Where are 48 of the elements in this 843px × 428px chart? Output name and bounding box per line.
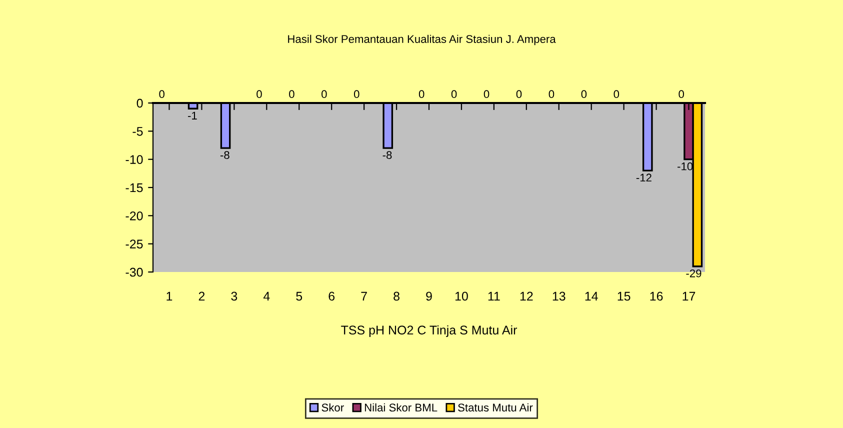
data-label: 0 xyxy=(354,90,360,98)
x-tick-label: 12 xyxy=(520,292,533,301)
x-tick-label: 3 xyxy=(231,292,238,301)
y-tick-label: -30 xyxy=(126,268,143,277)
data-label: 0 xyxy=(548,90,554,98)
legend-label: Nilai Skor BML xyxy=(364,403,438,412)
legend-label: Skor xyxy=(322,403,344,412)
data-label: -8 xyxy=(382,151,392,160)
data-label: 0 xyxy=(516,90,522,98)
y-tick-label: -10 xyxy=(126,155,143,164)
data-label: -29 xyxy=(686,269,702,278)
x-tick-label: 13 xyxy=(552,292,566,301)
x-tick-label: 17 xyxy=(682,292,696,301)
chart-title: Hasil Skor Pemantauan Kualitas Air Stasiun J. Ampera xyxy=(288,34,556,46)
data-label: -10 xyxy=(678,162,693,170)
data-label: -12 xyxy=(636,174,652,182)
x-tick-label: 10 xyxy=(455,292,468,301)
y-tick-label: -15 xyxy=(126,183,143,192)
y-tick-label: -25 xyxy=(126,240,143,248)
y-tick-label: 0 xyxy=(136,98,143,108)
legend-label: Status Mutu Air xyxy=(458,403,533,412)
data-label: 0 xyxy=(289,90,294,98)
x-tick-label: 4 xyxy=(263,292,270,301)
x-tick-label: 11 xyxy=(488,292,500,301)
x-tick-label: 9 xyxy=(426,292,432,301)
data-label: 0 xyxy=(484,90,490,98)
x-tick-label: 6 xyxy=(328,292,335,301)
data-label: 0 xyxy=(581,90,587,98)
x-tick-label: 15 xyxy=(618,292,630,301)
x-tick-label: 5 xyxy=(296,292,302,301)
data-label: 0 xyxy=(678,90,684,98)
y-tick-label: -20 xyxy=(126,211,143,220)
x-tick-label: 1 xyxy=(166,292,172,301)
data-label: 0 xyxy=(322,90,327,98)
x-tick-label: 7 xyxy=(361,292,367,301)
y-tick-label: -5 xyxy=(132,127,143,136)
data-label: 0 xyxy=(451,90,457,98)
data-label: 0 xyxy=(614,90,620,98)
data-label: 0 xyxy=(256,90,262,98)
data-label: 0 xyxy=(418,90,424,98)
x-tick-label: 8 xyxy=(394,292,400,301)
data-label: 0 xyxy=(159,90,164,98)
x-tick-label: 2 xyxy=(198,292,205,301)
data-label: -1 xyxy=(188,112,197,120)
x-axis-title: TSS pH NO2 C Tinja S Mutu Air xyxy=(341,325,518,337)
x-tick-label: 14 xyxy=(585,292,598,301)
x-tick-label: 16 xyxy=(650,292,663,301)
data-label: -8 xyxy=(220,151,230,160)
